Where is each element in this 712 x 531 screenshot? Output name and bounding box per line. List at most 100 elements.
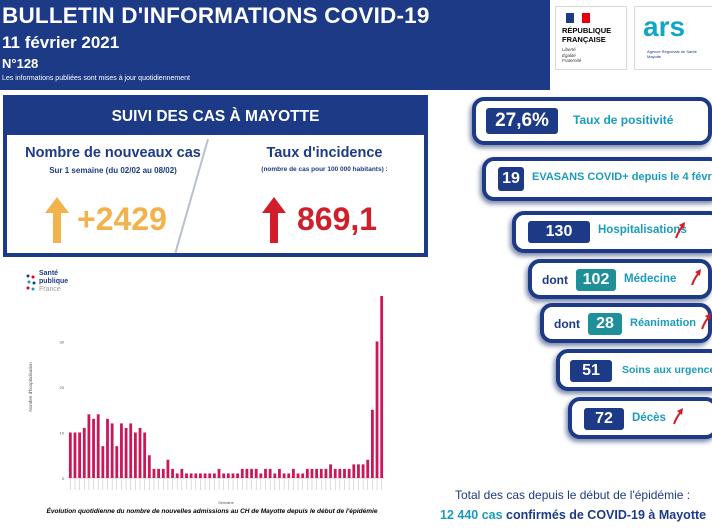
incidence-subtitle: (nombre de cas pour 100 000 habitants) : xyxy=(261,166,388,173)
cases-panel-header: SUIVI DES CAS À MAYOTTE xyxy=(7,99,424,135)
chart-bar xyxy=(291,468,295,478)
chart-bar xyxy=(278,468,281,478)
french-flag-icon xyxy=(566,13,590,23)
total-cases-rest: confirmés de COVID-19 à Mayotte xyxy=(502,508,707,522)
red-up-arrow-icon xyxy=(701,313,711,330)
chart-bar xyxy=(264,468,267,478)
chart-bar xyxy=(133,432,137,478)
deces-label: Décès xyxy=(632,412,666,424)
chart-bar xyxy=(138,427,142,478)
hospitalisations-label: Hospitalisations xyxy=(598,224,687,236)
chart-bar xyxy=(106,418,109,478)
chart-bar xyxy=(208,473,212,478)
chart-bar xyxy=(254,468,258,478)
chart-bar xyxy=(143,432,147,478)
reanimation-dont: dont xyxy=(554,317,580,331)
chart-bar xyxy=(347,468,351,478)
evasans-value: 19 xyxy=(498,167,524,191)
chart-bar xyxy=(147,455,151,478)
new-cases-period: Sur 1 semaine (du 02/02 au 08/02) xyxy=(49,166,177,175)
chart-bar xyxy=(78,432,82,478)
chart-bar xyxy=(324,468,328,478)
chart-bar xyxy=(110,423,114,478)
chart-bar xyxy=(194,473,198,478)
chart-bar xyxy=(301,473,305,478)
ars-subtitle: Agence Régionale de Santé Mayotte xyxy=(647,49,697,59)
red-up-arrow-icon xyxy=(691,269,701,286)
chart-bar xyxy=(217,468,221,478)
x-axis-label: Semaine xyxy=(218,500,235,505)
chart-bar xyxy=(92,418,95,478)
urgences-label: Soins aux urgences xyxy=(622,364,712,376)
hospitalisations-pill: 130 Hospitalisations xyxy=(512,211,712,253)
chart-bar xyxy=(120,423,123,478)
chart-bar xyxy=(366,459,370,478)
chart-bar xyxy=(380,296,384,478)
reanimation-value: 28 xyxy=(588,313,622,335)
evasans-pill: 19 EVASANS COVID+ depuis le 4 février xyxy=(482,157,712,201)
chart-bar xyxy=(315,468,319,478)
chart-bar xyxy=(68,432,72,478)
chart-bar xyxy=(282,473,286,478)
ars-logo: ars Agence Régionale de Santé Mayotte xyxy=(634,6,712,70)
sante-publique-france-logo: Santé publique France xyxy=(25,270,85,298)
chart-bar xyxy=(319,468,323,478)
total-cases-line: 12 440 cas confirmés de COVID-19 à Mayot… xyxy=(440,508,706,522)
red-up-arrow-icon xyxy=(673,408,683,425)
chart-bar xyxy=(87,414,91,478)
ars-wordmark: ars xyxy=(643,11,685,43)
sante-publique-france-label: France xyxy=(39,286,61,293)
chart-bar xyxy=(222,473,226,478)
reanimation-label: Réanimation xyxy=(630,317,697,329)
positivity-pill: 27,6% Taux de positivité xyxy=(472,97,712,145)
chart-bar xyxy=(296,473,300,478)
up-arrow-icon xyxy=(262,197,286,243)
urgences-pill: 51 Soins aux urgences xyxy=(556,349,712,391)
y-axis-label: Nombre d'hospitalisation xyxy=(28,362,33,412)
chart-bar xyxy=(152,468,156,478)
ars-wordmark-text: ars xyxy=(643,11,686,42)
chart-bar xyxy=(357,464,360,478)
chart-bar xyxy=(333,468,337,478)
chart-bar xyxy=(129,423,133,478)
total-cases-heading: Total des cas depuis le début de l'épidé… xyxy=(455,488,691,502)
chart-bar xyxy=(166,459,170,478)
medecine-label: Médecine xyxy=(624,273,677,285)
y-tick-label: 10 xyxy=(60,431,65,436)
y-tick-label: 30 xyxy=(60,340,65,345)
deces-value: 72 xyxy=(584,408,624,430)
reanimation-pill: dont 28 Réanimation xyxy=(540,303,712,343)
header-band xyxy=(0,0,550,90)
sante-publique-label: Santé publique xyxy=(39,270,69,285)
chart-bar xyxy=(259,473,263,478)
chart-bar xyxy=(73,432,77,478)
chart-bar xyxy=(157,468,161,478)
republique-francaise-logo: RÉPUBLIQUE FRANÇAISE Liberté Égalité Fra… xyxy=(555,6,627,70)
positivity-label: Taux de positivité xyxy=(573,113,674,127)
chart-bar xyxy=(273,473,277,478)
chart-bar xyxy=(203,473,207,478)
medecine-dont: dont xyxy=(542,273,568,287)
positivity-value: 27,6% xyxy=(486,108,558,134)
chart-bar xyxy=(240,468,244,478)
chart-bar xyxy=(352,464,356,478)
medecine-pill: dont 102 Médecine xyxy=(528,259,712,299)
total-cases-count: 12 440 cas xyxy=(440,508,503,522)
chart-bar xyxy=(101,446,105,478)
chart-bar xyxy=(180,468,184,478)
chart-bar xyxy=(226,473,230,478)
chart-bar xyxy=(338,468,342,478)
chart-bar xyxy=(96,414,100,478)
chart-bar xyxy=(236,473,240,478)
update-note: Les informations publiées sont mises à j… xyxy=(2,75,190,82)
bulletin-issue: N°128 xyxy=(2,56,39,71)
new-cases-value: +2429 xyxy=(77,201,167,237)
sante-publique-dots-icon xyxy=(26,274,36,291)
chart-bar xyxy=(171,468,174,478)
evasans-label: EVASANS COVID+ depuis le 4 février xyxy=(532,171,712,183)
chart-bar xyxy=(375,341,379,478)
chart-bar xyxy=(231,473,235,478)
chart-bar xyxy=(124,427,128,478)
chart-bar xyxy=(212,473,216,478)
chart-bar xyxy=(189,473,193,478)
